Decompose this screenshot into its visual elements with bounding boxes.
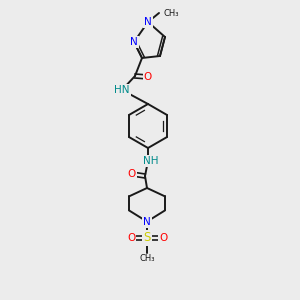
Text: N: N (143, 217, 151, 226)
Text: CH₃: CH₃ (163, 8, 178, 17)
Text: O: O (144, 72, 152, 82)
Text: N: N (130, 37, 138, 47)
Text: HN: HN (114, 85, 130, 95)
Text: N: N (144, 17, 152, 27)
Text: O: O (159, 232, 167, 243)
Text: O: O (127, 232, 135, 243)
Text: CH₃: CH₃ (139, 254, 155, 262)
Text: S: S (143, 231, 151, 244)
Text: O: O (128, 169, 136, 179)
Text: NH: NH (143, 156, 159, 166)
